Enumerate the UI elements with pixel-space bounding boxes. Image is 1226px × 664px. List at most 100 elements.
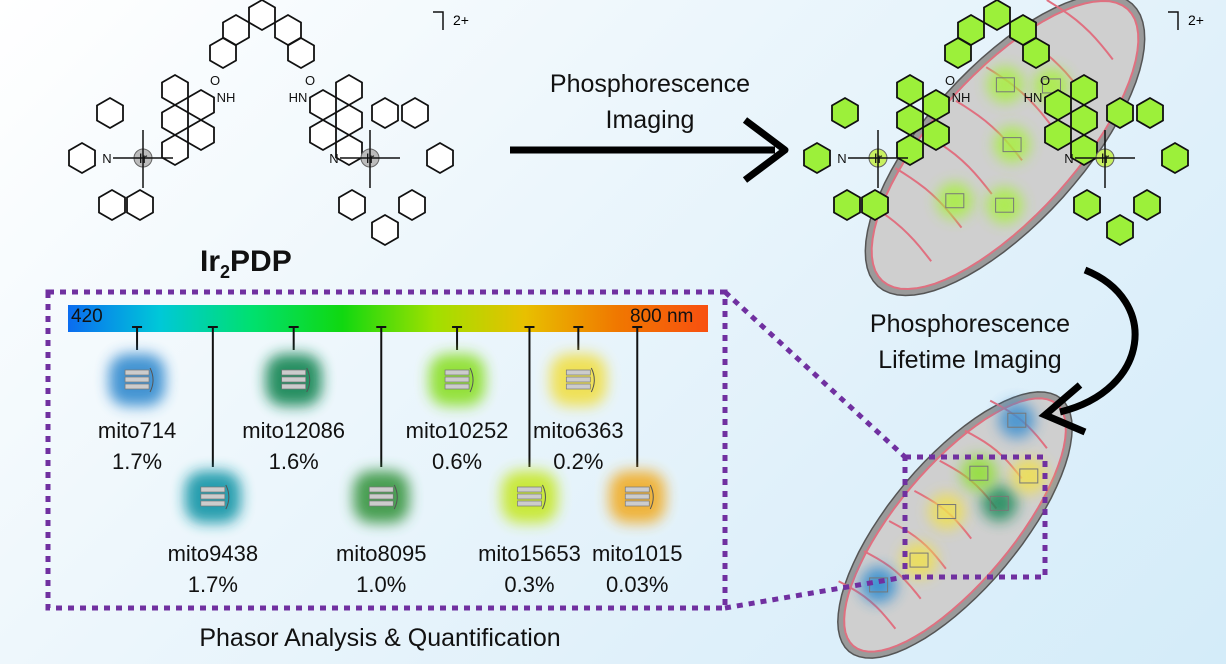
amide-hn-label: HN [1024,90,1043,105]
oxygen-label: O [305,73,315,88]
charge-right: 2+ [1188,12,1204,28]
molecule-ring [983,0,1011,32]
mito-nucleoid-icon [937,504,957,520]
molecule-ring [922,118,950,152]
mito-cluster-percent: 1.7% [111,449,163,474]
mito-crista [863,550,922,600]
charge-bracket [1168,11,1179,30]
mito-cluster-name: mito6363 [533,418,624,443]
molecule-ring [1073,188,1101,222]
step-lifetime-line2: Lifetime Imaging [878,346,1062,374]
molecule-ring [309,88,337,122]
mito-nucleoid-glow [987,66,1024,103]
molecule-ring [922,88,950,122]
nitrogen-label: N [329,151,338,166]
molecule-ring [98,188,126,222]
nucleoid-layer [565,369,591,376]
mito-cluster-name: mito1015 [591,541,683,566]
mitochondrion-top [864,0,1146,297]
mito-cluster-percent: 0.2% [553,449,604,474]
nucleoid-strand [225,484,230,510]
molecule-ring [248,0,276,32]
mito-nucleoid-icon [909,552,929,568]
molecule-ring [126,188,154,222]
analysis-caption: Phasor Analysis & Quantification [199,624,561,652]
mito-cluster-icon [200,484,230,510]
zoom-connector-top [723,290,907,459]
nucleoid-layer [368,500,394,507]
nucleoid-layer [565,383,591,390]
mito-cluster-icon [624,484,654,510]
mito-cluster-label: mito1015 0.03% [567,538,707,600]
molecule-ring [1070,73,1098,107]
charge-bracket [433,11,444,30]
nucleoid-layer [517,500,542,507]
mito-cluster-name: mito15653 [478,541,581,566]
mito-nucleoid-icon [1019,468,1039,484]
nucleoid-layer [444,376,470,383]
mito-crista [1046,0,1114,61]
nucleoid-layer [444,369,470,376]
amide-nh-label: NH [217,90,236,105]
nucleoid-layer [124,383,150,390]
mito-nucleoid-icon [945,193,965,209]
molecule-ring [1106,96,1134,130]
molecule-ring [896,133,924,167]
molecule-ring [335,133,363,167]
molecule-ring [1022,36,1050,70]
oxygen-label: O [1040,73,1050,88]
mito-cluster-percent: 1.6% [268,449,319,474]
molecule-ring [1070,103,1098,137]
oxygen-label: O [210,73,220,88]
molecule-ring [1070,133,1098,167]
molecule-ring [1133,188,1161,222]
mito-cluster-percent: 0.03% [606,572,669,597]
mito-cluster-percent: 1.7% [187,572,238,597]
molecule-ring [287,36,315,70]
mito-nucleoid-icon [969,465,989,481]
mito-nucleoid-glow [981,485,1018,522]
oxygen-label: O [945,73,955,88]
nucleoid-strand [542,484,546,510]
nucleoid-strand [649,484,654,510]
molecule-ring [335,73,363,107]
step-imaging-line1: Phosphorescence [549,70,751,98]
nucleoid-layer [368,486,394,493]
molecule-ring [803,141,831,175]
compound-name-rest: PDP [230,245,292,278]
mito-cluster-icon [124,367,154,393]
molecule-ring [1136,96,1164,130]
molecule-ring [371,96,399,130]
molecule-ring [209,36,237,70]
nucleoid-strand [306,367,311,393]
molecule-ring [161,133,189,167]
mito-nucleoid-icon [1007,412,1027,428]
molecule-ring [1044,88,1072,122]
nucleoid-layer [281,376,307,383]
mito-nucleoid-glow [994,126,1031,163]
molecule-ring [335,103,363,137]
spectrum-min-label: 420 [71,306,103,327]
mitochondrion-bottom [837,391,1073,659]
amide-nh-label: NH [952,90,971,105]
nucleoid-layer [517,493,542,500]
molecule-ring [896,103,924,137]
nucleoid-strand [149,367,154,393]
nucleoid-layer [200,500,226,507]
molecule-ring [833,188,861,222]
molecule-ring [1161,141,1189,175]
compound-name-main: Ir [200,245,221,278]
compound-name: Ir2PDP [200,245,292,283]
mito-nucleoid-glow [901,542,938,579]
nucleoid-layer [124,376,150,383]
mito-nucleoid-glow [860,566,897,603]
molecule-ring [401,96,429,130]
mito-cluster-name: mito12086 [242,418,346,443]
molecule-ring [187,88,215,122]
molecule-ring [398,188,426,222]
nucleoid-strand [590,367,595,393]
mito-cluster-name: mito714 [97,418,177,443]
mito-nucleoid-icon [995,77,1015,93]
mito-cluster-label: mito10252 0.6% [387,415,527,477]
